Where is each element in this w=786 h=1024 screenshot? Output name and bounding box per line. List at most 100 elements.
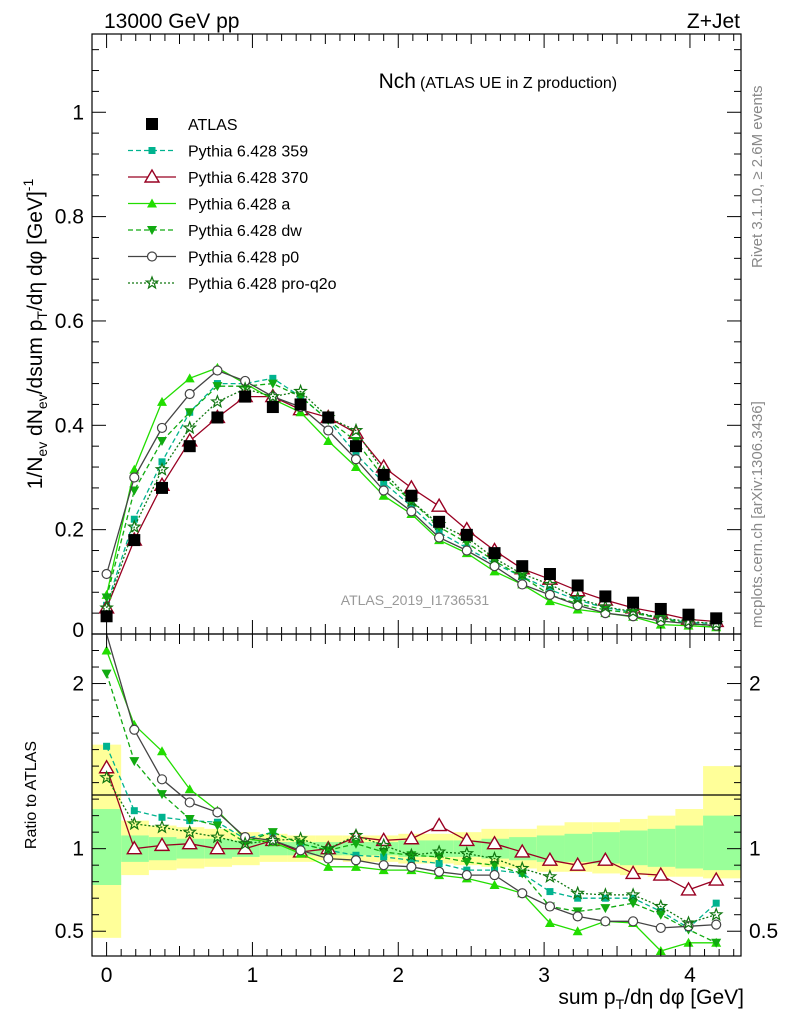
data-point (212, 382, 223, 392)
data-point (184, 388, 195, 400)
ratio-point (544, 901, 556, 912)
ratio-point (652, 866, 670, 881)
data-point (544, 596, 555, 606)
ratio-point (600, 916, 611, 927)
ratio-point (655, 910, 666, 920)
ratio-point (101, 669, 112, 679)
main-subtitle: (ATLAS UE in Z production) (420, 75, 617, 92)
data-point (322, 411, 335, 424)
series-line (105, 388, 717, 625)
data-point (126, 519, 142, 534)
ratio-point (323, 861, 334, 871)
ratio-point (681, 915, 696, 930)
data-point (546, 586, 554, 594)
ratio-point (103, 742, 111, 750)
ratio-point (628, 899, 639, 909)
ratio-point (598, 887, 613, 902)
ratio-point (295, 845, 306, 856)
ratio-point (570, 885, 586, 900)
data-point (265, 388, 281, 403)
ratio-point (458, 832, 476, 847)
ratio-point (489, 879, 500, 889)
main-panel: Nch (ATLAS UE in Z production) ATLAS_201… (20, 33, 742, 642)
y-tick-label: 0.2 (55, 519, 84, 542)
ratio-point (184, 814, 195, 824)
data-point (210, 394, 225, 409)
ratio-point (514, 843, 531, 858)
ratio-point (403, 830, 420, 845)
ratio-point (489, 869, 500, 881)
x-tick-label: 2 (392, 964, 404, 987)
ratio-point (572, 926, 583, 936)
legend-label: Pythia 6.428 p0 (188, 250, 299, 267)
y-tick-label: 0 (72, 619, 84, 642)
ratio-line (105, 673, 717, 944)
ratio-point (126, 816, 142, 831)
data-point (294, 398, 307, 411)
ratio-point (459, 845, 475, 860)
ratio-point (156, 774, 168, 785)
legend-item: Pythia 6.428 p0 (128, 250, 299, 267)
watermark: ATLAS_2019_I1736531 (341, 592, 490, 608)
data-point (157, 436, 168, 446)
main-y-axis-label: 1/Nev dNev/dsum pT/dη dφ [GeV]-1 (20, 179, 50, 490)
ratio-point (99, 770, 114, 784)
ratio-point (323, 853, 334, 864)
ratio-point (184, 797, 195, 808)
data-point (130, 515, 138, 523)
legend-marker (143, 168, 161, 183)
data-point (378, 485, 389, 496)
data-point (129, 464, 140, 474)
data-point (101, 568, 112, 580)
uncertainty-band-inner (564, 833, 593, 862)
legend: ATLAS Pythia 6.428 359 Pythia 6.428 370 Pyt… (128, 117, 337, 293)
ratio-point (431, 844, 447, 859)
ratio-point (711, 919, 722, 930)
legend-label: ATLAS (188, 117, 238, 134)
data-point (240, 375, 251, 387)
ratio-point (711, 938, 722, 948)
ratio-point (517, 888, 528, 899)
ratio-point (486, 835, 503, 850)
ratio-point (542, 868, 558, 883)
x-tick-label: 0 (101, 964, 113, 987)
ratio-series-pythia-6-428-a (101, 645, 722, 956)
data-point (380, 479, 388, 487)
ratio-point (404, 847, 419, 862)
data-point (156, 422, 168, 434)
x-tick-label: 1 (247, 964, 259, 987)
legend-label: Pythia 6.428 370 (188, 170, 308, 187)
data-point (184, 408, 195, 418)
ratio-point (541, 851, 559, 866)
series-atlas (100, 390, 723, 625)
ratio-point (406, 861, 417, 872)
ratio-point (600, 904, 611, 914)
ratio-point (624, 865, 642, 880)
ratio-point (572, 911, 583, 922)
rivet-label: Rivet 3.1.10, ≥ 2.6M events (749, 86, 766, 269)
data-point (129, 472, 140, 483)
ratio-point (655, 922, 666, 934)
legend-marker (147, 226, 157, 235)
ratio-point (126, 840, 143, 855)
ratio-point (157, 790, 168, 800)
data-point (293, 383, 308, 398)
legend-label: Pythia 6.428 pro-q2o (188, 276, 337, 293)
ratio-point (625, 887, 641, 902)
ratio-point (514, 860, 530, 875)
data-point (266, 401, 279, 414)
ratio-panel: 0.5 0.5 1 1 2 2 0 1 2 3 4 Ratio to ATLAS sum pT/d… (23, 34, 778, 1012)
mcplots-label: mcplots.cern.ch [arXiv:1306.3436] (749, 401, 766, 628)
data-point (100, 610, 113, 623)
data-point (348, 422, 364, 437)
uncertainty-band-inner (647, 828, 676, 867)
ratio-point (707, 871, 725, 886)
ratio-point (350, 855, 362, 866)
data-point (682, 608, 695, 621)
main-title: Nch (379, 70, 416, 93)
ratio-point (435, 860, 443, 868)
ratio-y-tick-label-right: 1 (749, 838, 761, 861)
ratio-point (158, 813, 166, 821)
x-tick-label: 4 (684, 964, 696, 987)
ratio-point (209, 840, 226, 855)
